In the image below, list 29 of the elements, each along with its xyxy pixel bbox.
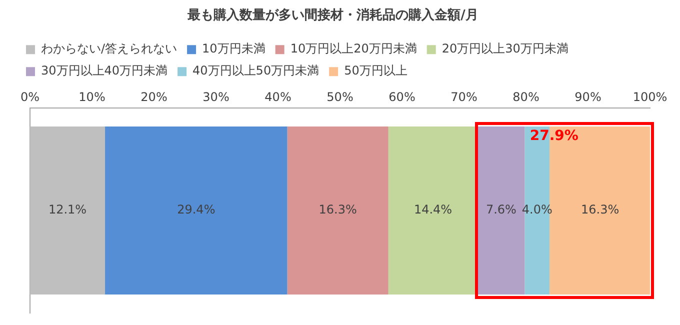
legend-label: 40万円以上50万円未満 xyxy=(192,64,320,78)
x-tick-label: 90% xyxy=(574,90,602,104)
x-tick-label: 20% xyxy=(140,90,168,104)
x-tick-label: 10% xyxy=(78,90,106,104)
legend-label: 10万円以上20万円未満 xyxy=(290,42,417,56)
data-label: 16.3% xyxy=(581,202,620,217)
data-label: 14.4% xyxy=(414,202,452,217)
bar xyxy=(105,126,288,295)
legend-label: 10万円未満 xyxy=(202,42,266,56)
data-label: 7.6% xyxy=(486,202,516,217)
data-label: 16.3% xyxy=(318,202,357,217)
x-tick-label: 100% xyxy=(632,90,668,104)
x-tick-label: 40% xyxy=(264,90,292,104)
x-tick-label: 50% xyxy=(326,90,354,104)
data-label: 12.1% xyxy=(48,202,87,217)
x-tick-label: 0% xyxy=(20,90,40,104)
legend-label: 20万円以上30万円未満 xyxy=(442,42,568,56)
bar xyxy=(287,126,388,295)
bar xyxy=(30,126,106,295)
x-tick-label: 80% xyxy=(512,90,540,104)
legend-label: 50万円以上 xyxy=(344,64,408,78)
legend-label: 30万円以上40万円未満 xyxy=(41,64,168,78)
chart-title: 最も購入数量が多い間接材・消耗品の購入金額/月 xyxy=(186,7,478,24)
annotation: 27.9% xyxy=(530,128,578,144)
x-tick-label: 30% xyxy=(202,90,230,104)
data-label: 29.4% xyxy=(177,202,216,217)
x-tick-label: 70% xyxy=(450,90,478,104)
legend-label: わからない/答えられない xyxy=(41,42,178,56)
x-tick-label: 60% xyxy=(388,90,416,104)
